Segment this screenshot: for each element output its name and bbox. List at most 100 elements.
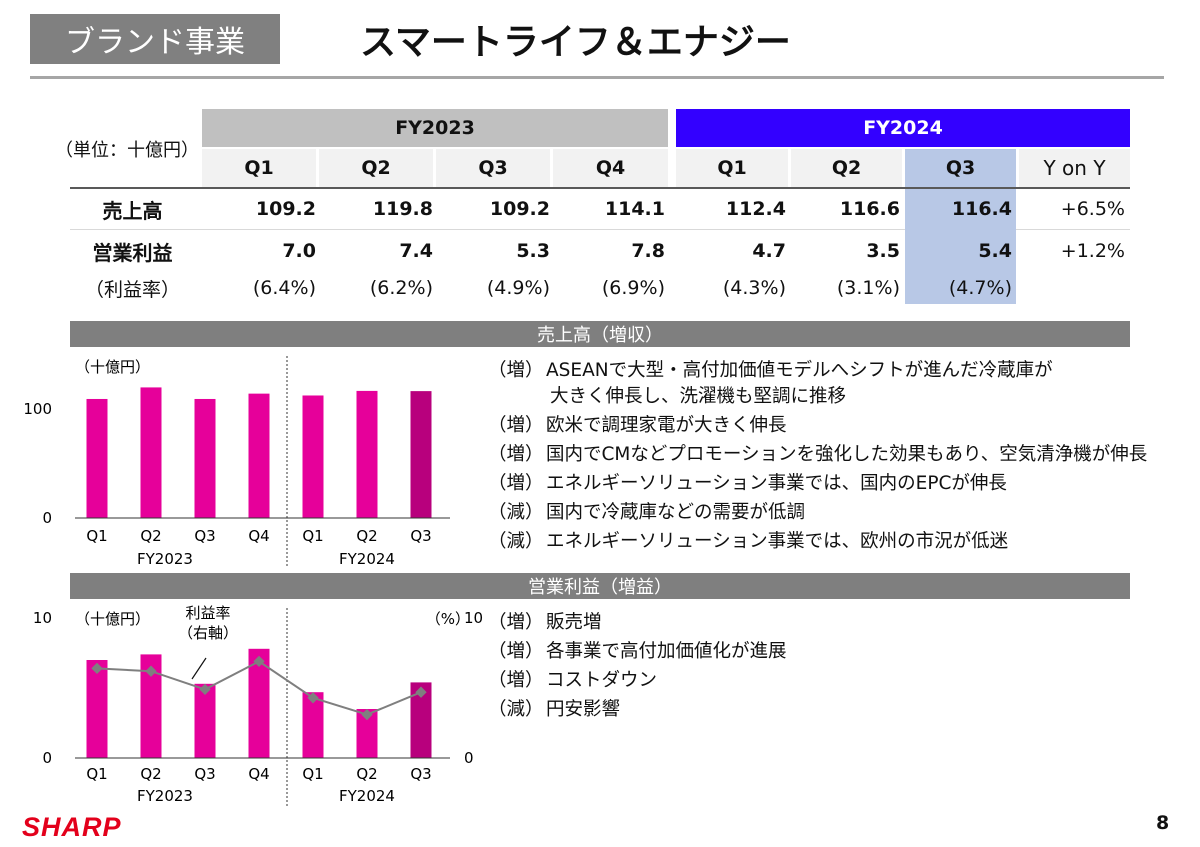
list-item: 大きく伸長し、洗濯機も堅調に推移	[550, 386, 847, 407]
sales-notes: （増） ASEANで大型・高付加価値モデルへシフトが進んだ冷蔵庫が 大きく伸長し、…	[488, 356, 1147, 556]
row-label-operating-profit: 営業利益	[92, 240, 173, 265]
table-unit-label: （単位：十億円）	[55, 140, 199, 161]
x-tick-label: Q2	[356, 765, 377, 783]
table-row-rule	[70, 229, 1130, 230]
y2-tick-label: 0	[464, 749, 474, 767]
list-item: （減） エネルギーソリューション事業では、欧州の市況が低迷	[488, 531, 1009, 552]
table-cell: 7.8	[631, 240, 665, 262]
x-tick-label: Q1	[86, 527, 107, 545]
bar	[248, 648, 270, 758]
col-header-q1-2023: Q1	[202, 149, 316, 187]
group-label-fy2024: FY2024	[339, 787, 395, 805]
bar	[356, 709, 378, 758]
table-cell: (6.4%)	[252, 277, 316, 299]
line-annotation-1: 利益率	[185, 604, 230, 622]
profit-bar-line-chart: （十億円） （%） 利益率 （右軸） 0 10 0 10 Q1 Q2 Q3 Q4 Q1 Q…	[33, 604, 483, 806]
sales-section-header: 売上高（増収）	[70, 321, 1130, 347]
profit-notes: （増） 販売増 （増） 各事業で高付加価値化が進展 （増） コストダウン （減） 円安影…	[488, 608, 787, 724]
y2-tick-label: 10	[464, 609, 483, 627]
x-tick-label: Q2	[140, 765, 161, 783]
bar	[140, 387, 162, 518]
bar	[302, 692, 324, 758]
bar	[194, 398, 216, 518]
profit-chart-unit-left: （十億円）	[75, 610, 150, 628]
table-cell: 112.4	[725, 198, 786, 220]
y-tick-label: 0	[42, 509, 52, 527]
table-cell: 109.2	[489, 198, 550, 220]
bar	[86, 398, 108, 518]
table-cell-yoy: +1.2%	[1060, 240, 1125, 262]
bar	[140, 654, 162, 758]
table-cell: (4.9%)	[486, 277, 550, 299]
list-item: （増） 販売増	[488, 612, 602, 633]
q3-highlight-column	[905, 189, 1016, 304]
line-annotation-2: （右軸）	[178, 624, 238, 642]
table-cell-yoy: +6.5%	[1060, 198, 1125, 220]
table-cell: 5.4	[978, 240, 1012, 262]
col-header-q2-2023: Q2	[319, 149, 433, 187]
list-item: （増） コストダウン	[488, 670, 658, 691]
table-cell: 116.4	[951, 198, 1012, 220]
table-cell: (6.9%)	[601, 277, 665, 299]
profit-section-header: 営業利益（増益）	[70, 573, 1130, 599]
x-tick-label: Q3	[194, 765, 215, 783]
list-item: （増） エネルギーソリューション事業では、国内のEPCが伸長	[488, 473, 1007, 494]
col-header-q3-2023: Q3	[436, 149, 550, 187]
bar	[410, 391, 432, 518]
bar	[86, 660, 108, 758]
table-header-rule	[70, 187, 1130, 189]
y-tick-label: 10	[33, 609, 52, 627]
list-item: （減） 国内で冷蔵庫などの需要が低調	[488, 502, 806, 523]
fy2023-header: FY2023	[202, 109, 668, 147]
y-tick-label: 0	[42, 749, 52, 767]
col-header-q1-2024: Q1	[676, 149, 788, 187]
x-tick-label: Q1	[302, 527, 323, 545]
group-label-fy2023: FY2023	[137, 550, 193, 568]
col-header-yoy: Y on Y	[1019, 149, 1130, 187]
x-tick-label: Q4	[248, 765, 269, 783]
list-item: （増） ASEANで大型・高付加価値モデルへシフトが進んだ冷蔵庫が	[488, 360, 1053, 381]
table-cell: 109.2	[255, 198, 316, 220]
section-tag: ブランド事業	[30, 14, 280, 64]
x-tick-label: Q3	[410, 527, 431, 545]
x-tick-label: Q1	[302, 765, 323, 783]
page-number: 8	[1156, 812, 1170, 834]
table-cell: 5.3	[516, 240, 550, 262]
table-cell: 7.4	[399, 240, 433, 262]
table-cell: 114.1	[604, 198, 665, 220]
list-item: （増） 国内でCMなどプロモーションを強化した効果もあり、空気清浄機が伸長	[488, 444, 1148, 465]
group-label-fy2024: FY2024	[339, 550, 395, 568]
x-tick-label: Q4	[248, 527, 269, 545]
bar	[356, 390, 378, 518]
list-item: （増） 欧米で調理家電が大きく伸長	[488, 415, 787, 436]
page-title: スマートライフ＆エナジー	[360, 22, 791, 63]
row-label-sales: 売上高	[102, 198, 163, 223]
list-item: （減） 円安影響	[488, 699, 621, 720]
sharp-logo: SHARP	[22, 812, 122, 842]
table-cell: (4.7%)	[948, 277, 1012, 299]
bar	[248, 393, 270, 518]
row-label-margin: （利益率）	[84, 278, 180, 301]
x-tick-label: Q2	[356, 527, 377, 545]
x-tick-label: Q2	[140, 527, 161, 545]
x-tick-label: Q3	[194, 527, 215, 545]
table-cell: (4.3%)	[722, 277, 786, 299]
col-header-q4-2023: Q4	[553, 149, 668, 187]
list-item: （増） 各事業で高付加価値化が進展	[488, 641, 787, 662]
table-cell: 7.0	[282, 240, 316, 262]
bar	[194, 683, 216, 758]
table-cell: (3.1%)	[836, 277, 900, 299]
sales-chart-unit: （十億円）	[75, 358, 150, 376]
annotation-pointer	[191, 657, 207, 680]
title-divider	[30, 76, 1164, 79]
table-cell: 119.8	[372, 198, 433, 220]
sales-bar-chart: （十億円） 0 100 Q1 Q2 Q3 Q4 Q1 Q2 Q3 FY2023 FY2024	[23, 356, 450, 568]
x-tick-label: Q3	[410, 765, 431, 783]
col-header-q3-2024: Q3	[905, 149, 1016, 187]
y-tick-label: 100	[23, 400, 52, 418]
bar	[302, 395, 324, 518]
bar	[410, 682, 432, 758]
group-label-fy2023: FY2023	[137, 787, 193, 805]
table-cell: 4.7	[752, 240, 786, 262]
profit-chart-unit-right: （%）	[426, 610, 470, 628]
